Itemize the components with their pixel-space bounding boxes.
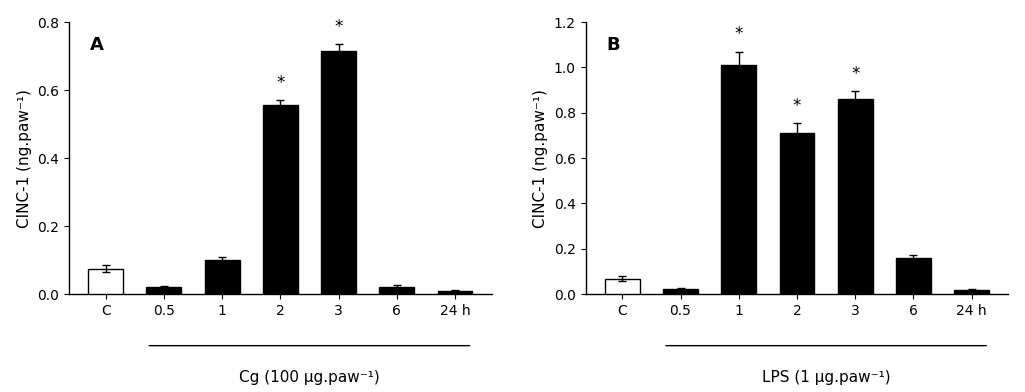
Bar — [837, 99, 872, 294]
Bar — [321, 51, 356, 294]
Bar — [722, 65, 756, 294]
Bar — [205, 260, 240, 294]
Text: B: B — [607, 36, 620, 54]
Text: *: * — [334, 18, 342, 36]
Y-axis label: CINC-1 (ng.paw⁻¹): CINC-1 (ng.paw⁻¹) — [16, 89, 32, 227]
Bar — [954, 290, 989, 294]
Text: *: * — [276, 74, 285, 92]
Text: *: * — [851, 65, 859, 83]
Bar — [147, 287, 181, 294]
Y-axis label: CINC-1 (ng.paw⁻¹): CINC-1 (ng.paw⁻¹) — [533, 89, 548, 227]
Bar — [779, 133, 815, 294]
Bar — [605, 279, 640, 294]
Bar — [663, 289, 698, 294]
Bar — [896, 258, 931, 294]
Bar — [379, 287, 414, 294]
Text: Cg (100 μg.paw⁻¹): Cg (100 μg.paw⁻¹) — [239, 370, 380, 385]
Bar — [88, 269, 123, 294]
Text: *: * — [735, 25, 743, 44]
Text: LPS (1 μg.paw⁻¹): LPS (1 μg.paw⁻¹) — [762, 370, 891, 385]
Text: *: * — [792, 97, 802, 115]
Bar — [438, 290, 473, 294]
Text: A: A — [90, 36, 104, 54]
Bar — [262, 105, 298, 294]
